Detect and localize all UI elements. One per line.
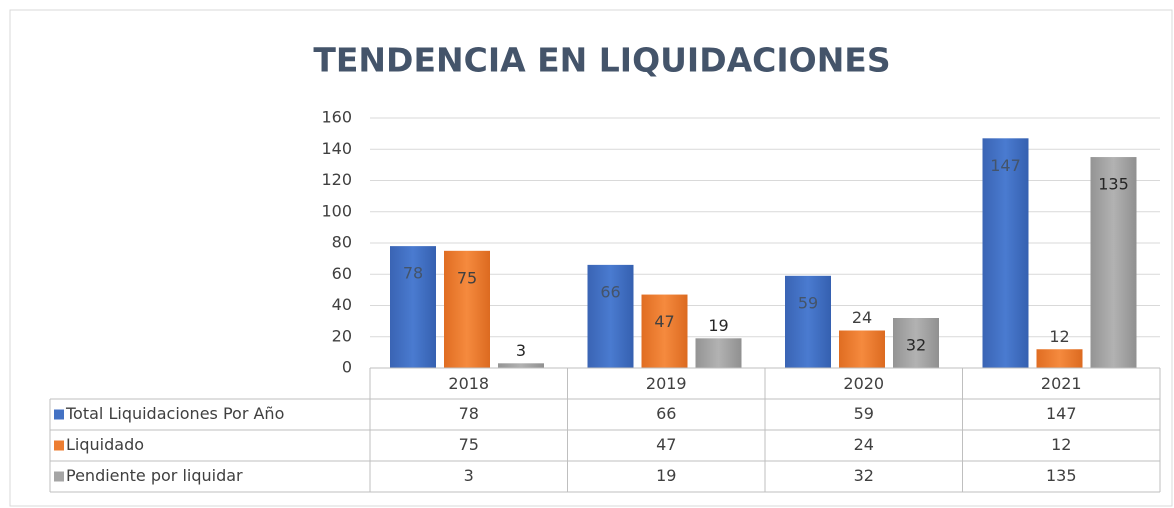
y-tick-label: 80 xyxy=(332,233,352,252)
data-label: 12 xyxy=(1049,327,1069,346)
data-label: 19 xyxy=(708,316,728,335)
x-tick-label: 2021 xyxy=(1041,374,1082,393)
x-tick-label: 2020 xyxy=(843,374,884,393)
table-value: 3 xyxy=(464,466,474,485)
table-value: 75 xyxy=(459,435,479,454)
bar xyxy=(498,363,544,368)
y-tick-label: 20 xyxy=(332,326,352,345)
bar xyxy=(982,138,1029,368)
data-label: 59 xyxy=(798,293,818,312)
bar xyxy=(839,330,885,368)
y-tick-label: 100 xyxy=(321,201,352,220)
legend-swatch xyxy=(54,440,64,451)
data-label: 78 xyxy=(403,264,423,283)
table-value: 32 xyxy=(854,466,874,485)
data-label: 135 xyxy=(1098,175,1129,194)
bar xyxy=(893,318,939,368)
bar xyxy=(641,294,688,368)
data-label: 24 xyxy=(852,308,872,327)
legend-label: Liquidado xyxy=(66,435,144,454)
bar xyxy=(1090,157,1137,368)
data-label: 75 xyxy=(457,268,477,287)
table-value: 24 xyxy=(854,435,874,454)
legend-swatch xyxy=(54,471,64,482)
table-value: 135 xyxy=(1046,466,1077,485)
table-value: 66 xyxy=(656,404,676,423)
bar xyxy=(695,338,742,368)
data-label: 66 xyxy=(600,282,620,301)
legend-swatch xyxy=(54,409,64,420)
table-value: 19 xyxy=(656,466,676,485)
table-value: 59 xyxy=(854,404,874,423)
table-value: 78 xyxy=(459,404,479,423)
y-tick-label: 60 xyxy=(332,264,352,283)
y-tick-label: 40 xyxy=(332,295,352,314)
bar xyxy=(587,264,634,368)
legend-label: Total Liquidaciones Por Año xyxy=(65,404,284,423)
bar xyxy=(785,275,831,368)
data-label: 147 xyxy=(990,156,1021,175)
data-label: 47 xyxy=(654,312,674,331)
y-tick-label: 0 xyxy=(342,358,352,377)
data-label: 3 xyxy=(516,341,526,360)
data-label: 32 xyxy=(906,336,926,355)
table-value: 47 xyxy=(656,435,676,454)
x-tick-label: 2019 xyxy=(646,374,687,393)
y-tick-label: 140 xyxy=(321,139,352,158)
x-tick-label: 2018 xyxy=(448,374,489,393)
chart-title: TENDENCIA EN LIQUIDACIONES xyxy=(313,41,890,80)
bar xyxy=(444,250,490,368)
y-tick-label: 120 xyxy=(321,170,352,189)
bar xyxy=(390,246,436,368)
chart-frame xyxy=(9,9,1173,507)
bar xyxy=(1036,349,1083,368)
legend-label: Pendiente por liquidar xyxy=(66,466,243,485)
y-tick-label: 160 xyxy=(321,108,352,127)
table-value: 12 xyxy=(1051,435,1071,454)
table-value: 147 xyxy=(1046,404,1077,423)
